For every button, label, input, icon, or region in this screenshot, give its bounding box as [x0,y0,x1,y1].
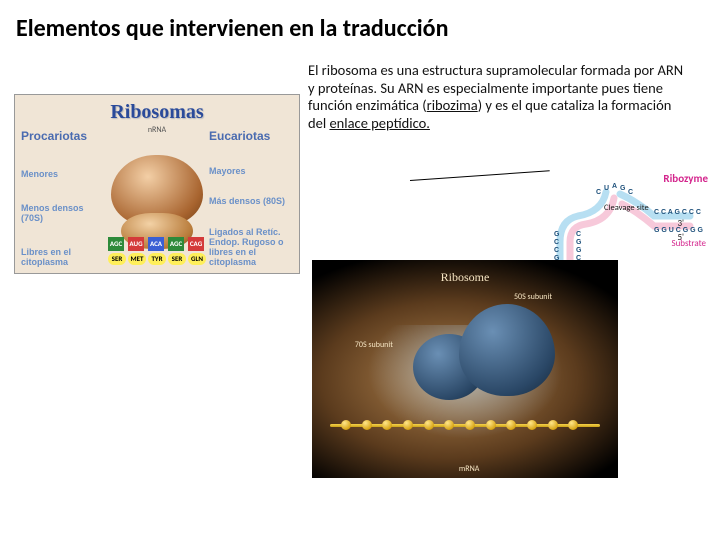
mrna-bead-icon [382,420,392,430]
eucariotas-line: Mayores [209,166,293,176]
figure-ribosome-3d: Ribosome 70S subunit 50S subunit mRNA [312,260,618,478]
ribosome-glyph: AGCSERAUGMETACATYRAGCSERCAGGLN [111,155,203,227]
ribosome3d-small-label: 70S subunit [355,340,393,350]
ribosomas-procariotas-column: Procariotas Menores Menos densos (70S) L… [21,129,105,267]
amino-acid: SER [168,253,186,265]
svg-text:G: G [554,231,560,238]
mrna-bead-icon [465,420,475,430]
mrna-bead-icon [486,420,496,430]
ribosome3d-large-label: 50S subunit [514,292,552,302]
mrna-bead-icon [527,420,537,430]
body-paragraph: El ribosoma es una estructura supramolec… [308,62,688,133]
ribozyme-label: Ribozyme [663,172,708,185]
mrna-bead-icon [341,420,351,430]
figure-ribosomas-title: Ribosomas [15,101,299,124]
svg-text:A: A [612,183,617,190]
mrna-bead-icon [444,420,454,430]
codon: AGC [108,237,124,251]
svg-text:G: G [576,247,582,254]
mrna-bead-icon [362,420,372,430]
procariotas-header: Procariotas [21,129,105,143]
mrna-bead-icon [424,420,434,430]
codon: ACA [148,237,164,251]
svg-text:C: C [554,247,559,254]
ribosome3d-title: Ribosome [441,270,490,285]
amino-acid: TYR [148,253,166,265]
eucariotas-line: Más densos (80S) [209,196,293,206]
ribosome3d-large-subunit-icon [459,304,555,396]
codon: AUG [128,237,144,251]
body-text-underline: ribozima [427,96,478,114]
procariotas-line: Menos densos (70S) [21,203,105,223]
mrna-bead-icon [403,420,413,430]
amino-acid: MET [128,253,146,265]
ribosome-large-subunit-icon: AGCSERAUGMETACATYRAGCSERCAGGLN [111,155,203,227]
five-prime-label: 5' [677,232,684,243]
mrna-bead-icon [548,420,558,430]
procariotas-line: Libres en el citoplasma [21,247,105,267]
three-prime-label: 3' [677,218,684,229]
svg-text:U: U [604,185,609,192]
svg-text:C: C [554,239,559,246]
eucariotas-header: Eucariotas [209,129,293,143]
svg-text:C C A G C C C: C C A G C C C [654,209,701,216]
cleavage-site-label: Cleavage site [604,204,649,213]
codon-row: AGCSERAUGMETACATYRAGCSERCAGGLN [108,237,206,265]
ribosomas-eucariotas-column: Eucariotas Mayores Más densos (80S) Liga… [209,129,293,267]
svg-text:C: C [576,231,581,238]
mrna-bead-icon [568,420,578,430]
mrna-bead-icon [506,420,516,430]
svg-text:G: G [620,185,626,192]
svg-text:G: G [576,239,582,246]
body-text-underline: enlace peptídico. [329,114,429,132]
amino-acid: SER [108,253,126,265]
page-title: Elementos que intervienen en la traducci… [16,14,448,43]
figure-ribosomas: Ribosomas Procariotas Menores Menos dens… [14,94,300,274]
eucariotas-line: Ligados al Retíc. Endop. Rugoso o libres… [209,227,293,267]
ribosome3d-mrna-label: mRNA [459,464,480,474]
codon: CAG [188,237,204,251]
amino-acid: GLN [188,253,206,265]
svg-text:C: C [628,189,633,196]
ribosome3d-mrna-strand [330,417,599,435]
codon: AGC [168,237,184,251]
procariotas-line: Menores [21,169,105,179]
svg-text:C: C [596,189,601,196]
nrna-label: nRNA [148,125,166,135]
